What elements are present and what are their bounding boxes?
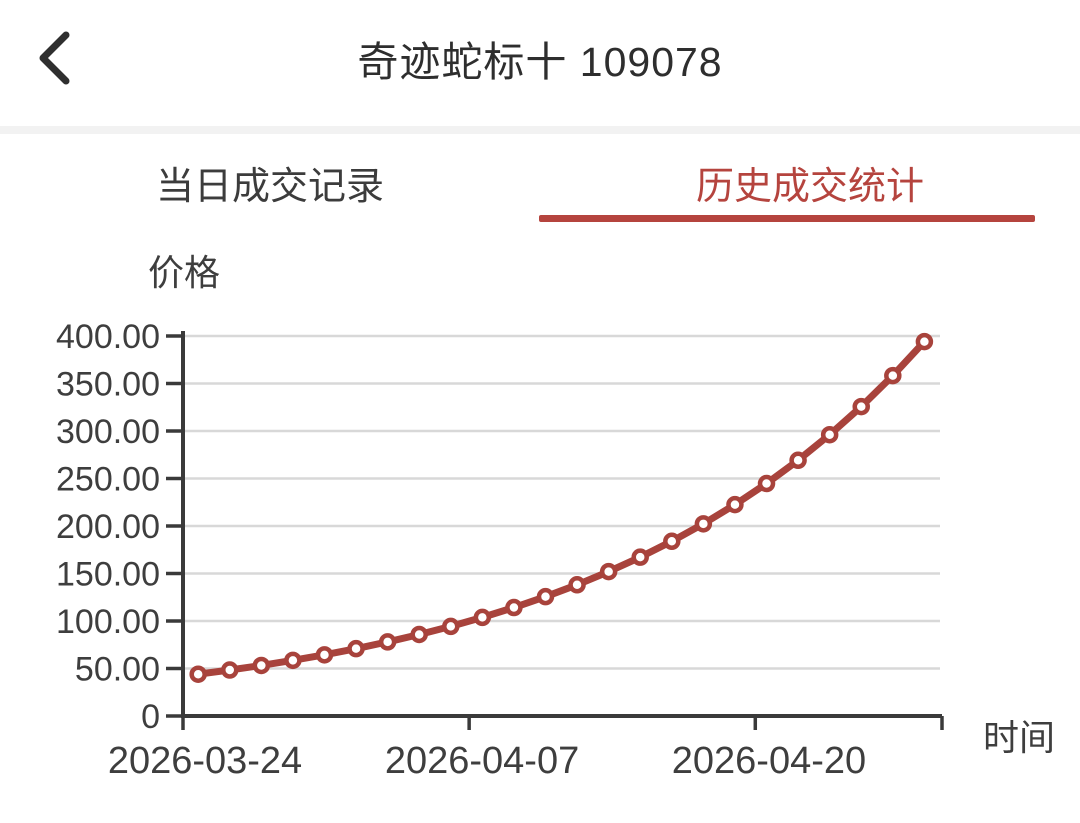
chart-marker bbox=[378, 633, 397, 651]
chart-tick-labels: 0 50.00 100.00 150.00 200.00 250.00 300.00 350.… bbox=[56, 318, 866, 782]
chart-marker bbox=[915, 332, 934, 351]
y-tick-label: 50.00 bbox=[75, 651, 160, 689]
back-button[interactable] bbox=[22, 20, 86, 96]
y-tick-label: 300.00 bbox=[56, 413, 160, 451]
y-tick-label: 350.00 bbox=[56, 366, 160, 404]
y-tick-label: 150.00 bbox=[56, 556, 160, 594]
header: 奇迹蛇标十 109078 bbox=[0, 0, 1080, 126]
chart-marker bbox=[852, 397, 870, 416]
x-axis-title: 时间 bbox=[983, 717, 1055, 758]
chart-marker bbox=[221, 661, 239, 679]
header-divider bbox=[0, 126, 1080, 134]
y-axis-title: 价格 bbox=[148, 253, 220, 293]
chart-marker bbox=[757, 474, 776, 493]
chart-marker bbox=[820, 425, 839, 444]
chart-marker bbox=[726, 495, 744, 514]
chart-marker bbox=[568, 576, 586, 594]
chart-marker bbox=[315, 646, 334, 664]
chart-marker bbox=[631, 548, 649, 566]
chart-marker bbox=[536, 587, 555, 606]
chart-marker bbox=[884, 366, 902, 385]
chart-axes bbox=[166, 331, 944, 730]
active-tab-underline bbox=[539, 215, 1035, 222]
price-chart: 0 50.00 100.00 150.00 200.00 250.00 300.00 350.… bbox=[56, 253, 1055, 782]
x-tick-label: 2026-04-20 bbox=[672, 740, 866, 782]
tab-today-records[interactable]: 当日成交记录 bbox=[0, 134, 540, 230]
y-tick-label: 400.00 bbox=[56, 318, 160, 356]
x-tick-label: 2026-04-07 bbox=[385, 740, 579, 782]
chart-marker bbox=[789, 451, 807, 470]
x-tick-label: 2026-03-24 bbox=[108, 740, 302, 782]
chart-marker bbox=[252, 656, 271, 675]
tab-history-stats[interactable]: 历史成交统计 bbox=[540, 134, 1080, 230]
chart-marker bbox=[599, 562, 618, 581]
chart-marker bbox=[663, 532, 681, 551]
chart-line bbox=[194, 338, 928, 678]
chart-marker bbox=[284, 651, 302, 670]
chevron-left-icon bbox=[39, 31, 70, 85]
y-tick-label: 200.00 bbox=[56, 508, 160, 546]
y-tick-label: 0 bbox=[141, 698, 160, 736]
chart-marker bbox=[694, 515, 713, 533]
chart-marker bbox=[473, 608, 492, 627]
chart-marker bbox=[505, 598, 523, 617]
chart-marker bbox=[347, 639, 365, 658]
y-tick-label: 250.00 bbox=[56, 461, 160, 499]
chart-marker bbox=[442, 617, 460, 636]
tab-bar: 当日成交记录 历史成交统计 bbox=[0, 134, 1080, 230]
chart-gridlines bbox=[185, 334, 940, 670]
chart-marker bbox=[410, 625, 428, 644]
page-title: 奇迹蛇标十 109078 bbox=[357, 39, 723, 85]
chart-series bbox=[189, 332, 934, 683]
y-tick-label: 100.00 bbox=[56, 603, 160, 641]
chart-marker bbox=[189, 665, 207, 683]
